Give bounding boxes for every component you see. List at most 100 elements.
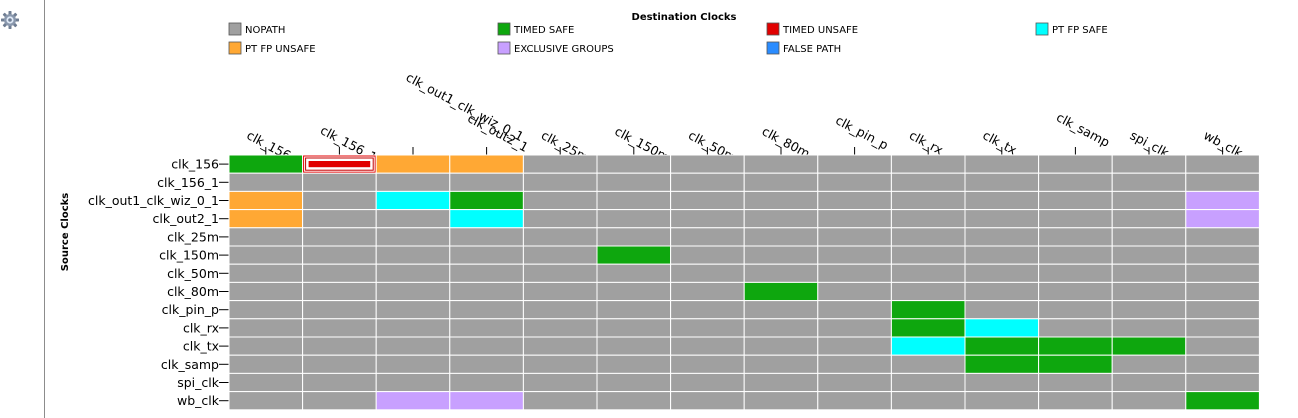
cell-clk-150m--clk-25m[interactable]: [522, 245, 598, 265]
cell-clk-25m--clk-pin-p[interactable]: [817, 227, 892, 247]
cell-clk-rx--wb-clk[interactable]: [1185, 318, 1260, 338]
cell-wb-clk--clk-50m[interactable]: [670, 391, 745, 411]
cell-clk-150m--clk-50m[interactable]: [670, 245, 745, 265]
cell-clk-pin-p--spi-clk[interactable]: [1111, 300, 1187, 320]
cell-clk-150m--clk-156[interactable]: [228, 245, 304, 265]
cell-clk-out2-1--clk-156[interactable]: [228, 209, 304, 229]
cell-clk-80m--clk-156[interactable]: [228, 281, 304, 302]
cell-clk-out1-clk-wiz-0-1--clk-156-1[interactable]: [302, 190, 377, 211]
cell-clk-156--spi-clk[interactable]: [1111, 154, 1187, 174]
cell-spi-clk--clk-out2-1[interactable]: [449, 372, 524, 393]
cell-spi-clk--clk-150m[interactable]: [596, 372, 672, 393]
cell-clk-out2-1--clk-50m[interactable]: [670, 209, 745, 229]
cell-clk-80m--clk-25m[interactable]: [522, 281, 598, 302]
cell-clk-50m--clk-out1-clk-wiz-0-1[interactable]: [375, 263, 451, 283]
cell-clk-out2-1--clk-out1-clk-wiz-0-1[interactable]: [375, 209, 451, 229]
cell-clk-156-1--spi-clk[interactable]: [1111, 172, 1187, 192]
cell-clk-tx--wb-clk[interactable]: [1185, 336, 1260, 356]
cell-clk-156--clk-150m[interactable]: [596, 154, 672, 174]
cell-clk-out1-clk-wiz-0-1--clk-80m[interactable]: [743, 190, 819, 211]
cell-clk-tx--clk-80m[interactable]: [743, 336, 819, 356]
cell-clk-samp--clk-out1-clk-wiz-0-1[interactable]: [375, 354, 451, 374]
cell-clk-rx--clk-50m[interactable]: [670, 318, 745, 338]
cell-clk-80m--clk-80m[interactable]: [743, 281, 819, 302]
cell-wb-clk--clk-out2-1[interactable]: [449, 391, 524, 411]
cell-clk-150m--clk-156-1[interactable]: [302, 245, 377, 265]
cell-clk-out1-clk-wiz-0-1--clk-out1-clk-wiz-0-1[interactable]: [375, 190, 451, 211]
cell-clk-tx--clk-50m[interactable]: [670, 336, 745, 356]
cell-clk-150m--clk-samp[interactable]: [1038, 245, 1113, 265]
cell-clk-150m--clk-rx[interactable]: [890, 245, 966, 265]
cell-clk-150m--clk-80m[interactable]: [743, 245, 819, 265]
cell-spi-clk--clk-pin-p[interactable]: [817, 372, 892, 393]
cell-clk-tx--clk-tx[interactable]: [964, 336, 1040, 356]
cell-clk-150m--clk-150m[interactable]: [596, 245, 672, 265]
cell-clk-tx--clk-out2-1[interactable]: [449, 336, 524, 356]
cell-clk-156-1--clk-samp[interactable]: [1038, 172, 1113, 192]
cell-clk-out1-clk-wiz-0-1--clk-156[interactable]: [228, 190, 304, 211]
cell-clk-50m--clk-50m[interactable]: [670, 263, 745, 283]
cell-clk-out2-1--clk-pin-p[interactable]: [817, 209, 892, 229]
cell-clk-out1-clk-wiz-0-1--clk-150m[interactable]: [596, 190, 672, 211]
cell-clk-50m--clk-156[interactable]: [228, 263, 304, 283]
cell-clk-pin-p--clk-156[interactable]: [228, 300, 304, 320]
cell-clk-156--clk-tx[interactable]: [964, 154, 1040, 174]
cell-wb-clk--clk-out1-clk-wiz-0-1[interactable]: [375, 391, 451, 411]
cell-clk-rx--clk-out1-clk-wiz-0-1[interactable]: [375, 318, 451, 338]
cell-spi-clk--clk-156-1[interactable]: [302, 372, 377, 393]
cell-clk-out2-1--clk-150m[interactable]: [596, 209, 672, 229]
cell-clk-150m--spi-clk[interactable]: [1111, 245, 1187, 265]
cell-clk-out1-clk-wiz-0-1--clk-tx[interactable]: [964, 190, 1040, 211]
cell-clk-rx--clk-pin-p[interactable]: [817, 318, 892, 338]
cell-clk-50m--clk-tx[interactable]: [964, 263, 1040, 283]
cell-clk-out2-1--clk-156-1[interactable]: [302, 209, 377, 229]
cell-clk-156-1--clk-out1-clk-wiz-0-1[interactable]: [375, 172, 451, 192]
cell-spi-clk--clk-25m[interactable]: [522, 372, 598, 393]
cell-clk-156-1--clk-tx[interactable]: [964, 172, 1040, 192]
cell-clk-tx--clk-out1-clk-wiz-0-1[interactable]: [375, 336, 451, 356]
cell-spi-clk--clk-samp[interactable]: [1038, 372, 1113, 393]
cell-clk-samp--clk-rx[interactable]: [890, 354, 966, 374]
cell-clk-samp--wb-clk[interactable]: [1185, 354, 1260, 374]
cell-wb-clk--clk-samp[interactable]: [1038, 391, 1113, 411]
cell-clk-25m--clk-rx[interactable]: [890, 227, 966, 247]
cell-clk-out2-1--clk-80m[interactable]: [743, 209, 819, 229]
cell-clk-samp--clk-out2-1[interactable]: [449, 354, 524, 374]
cell-wb-clk--spi-clk[interactable]: [1111, 391, 1187, 411]
cell-clk-50m--spi-clk[interactable]: [1111, 263, 1187, 283]
cell-clk-50m--clk-80m[interactable]: [743, 263, 819, 283]
cell-clk-25m--clk-156-1[interactable]: [302, 227, 377, 247]
cell-clk-pin-p--clk-rx[interactable]: [890, 300, 966, 320]
cell-clk-150m--wb-clk[interactable]: [1185, 245, 1260, 265]
cell-clk-rx--clk-150m[interactable]: [596, 318, 672, 338]
cell-clk-pin-p--clk-out1-clk-wiz-0-1[interactable]: [375, 300, 451, 320]
cell-clk-156-1--clk-156-1[interactable]: [302, 172, 377, 192]
cell-wb-clk--clk-pin-p[interactable]: [817, 391, 892, 411]
cell-clk-tx--clk-samp[interactable]: [1038, 336, 1113, 356]
cell-clk-80m--wb-clk[interactable]: [1185, 281, 1260, 302]
cell-spi-clk--clk-50m[interactable]: [670, 372, 745, 393]
cell-clk-samp--spi-clk[interactable]: [1111, 354, 1187, 374]
cell-clk-out2-1--clk-25m[interactable]: [522, 209, 598, 229]
cell-clk-25m--clk-out1-clk-wiz-0-1[interactable]: [375, 227, 451, 247]
cell-clk-pin-p--clk-samp[interactable]: [1038, 300, 1113, 320]
cell-clk-rx--clk-156[interactable]: [228, 318, 304, 338]
cell-clk-150m--clk-pin-p[interactable]: [817, 245, 892, 265]
cell-clk-80m--clk-pin-p[interactable]: [817, 281, 892, 302]
cell-clk-samp--clk-150m[interactable]: [596, 354, 672, 374]
cell-wb-clk--wb-clk[interactable]: [1185, 391, 1260, 411]
cell-clk-pin-p--clk-80m[interactable]: [743, 300, 819, 320]
cell-spi-clk--clk-tx[interactable]: [964, 372, 1040, 393]
cell-clk-tx--clk-150m[interactable]: [596, 336, 672, 356]
cell-clk-25m--clk-150m[interactable]: [596, 227, 672, 247]
cell-clk-pin-p--clk-50m[interactable]: [670, 300, 745, 320]
cell-clk-25m--clk-25m[interactable]: [522, 227, 598, 247]
cell-clk-tx--clk-156[interactable]: [228, 336, 304, 356]
cell-clk-out1-clk-wiz-0-1--spi-clk[interactable]: [1111, 190, 1187, 211]
cell-clk-rx--clk-25m[interactable]: [522, 318, 598, 338]
cell-clk-80m--spi-clk[interactable]: [1111, 281, 1187, 302]
cell-clk-50m--clk-samp[interactable]: [1038, 263, 1113, 283]
cell-clk-samp--clk-80m[interactable]: [743, 354, 819, 374]
cell-clk-50m--clk-150m[interactable]: [596, 263, 672, 283]
cell-clk-25m--wb-clk[interactable]: [1185, 227, 1260, 247]
